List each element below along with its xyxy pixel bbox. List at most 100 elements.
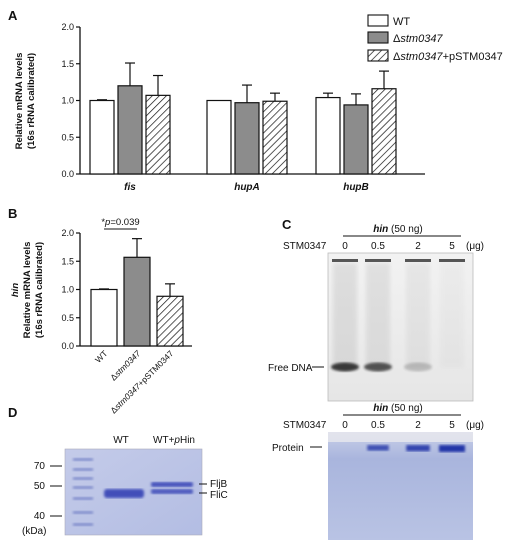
bar [90,288,118,347]
legend-entry: Δstm0347+pSTM0347 [393,51,503,63]
ladder-band [73,468,93,471]
legend-text: WT [393,16,410,28]
x-tick-label: WT [93,348,109,364]
lane-label: 0.5 [371,241,385,252]
y-axis-label-line: (16s rRNA calibrated) [26,53,37,149]
gel-header-italic: hin [373,403,388,414]
ladder-band [73,477,93,480]
lane-label: 0 [342,241,348,252]
legend-text-italic: stm0347 [400,33,443,45]
ladder-band [73,523,93,526]
bar [123,256,151,347]
y-axis-label-line: Relative mRNA levels [14,53,25,150]
flic-band-wthin [151,489,193,494]
protein-band [406,445,430,452]
y-tick-label: 1.0 [61,285,74,295]
free-dna-band [364,362,392,372]
lane-label: 2 [415,241,421,252]
x-tick-label: Δstm0347+pSTM0347 [108,348,175,415]
lane-label: 5 [449,241,455,252]
panel-label-c: C [282,217,292,232]
well [439,259,465,262]
ladder-band [73,458,93,461]
x-tick-label: Δstm0347 [108,348,142,382]
y-axis-label: Relative mRNA levels(16s rRNA calibrated… [14,53,37,150]
bar [262,100,288,175]
bar [343,104,369,175]
gel-header-text: (50 ng) [388,403,422,414]
lane-label: 0.5 [371,420,385,431]
x-tick-text: +pSTM0347 [135,348,175,388]
annotation-text: =0.039 [110,217,139,228]
chart-a: Relative mRNA levels(16s rRNA calibrated… [14,14,503,193]
lane-label: WT+pHin [153,435,195,446]
legend-entry: WT [393,16,410,28]
bar [145,94,171,175]
x-tick-text-italic: stm0347 [112,348,142,378]
marker-label: 50 [34,481,46,492]
marker-label: 40 [34,511,46,522]
y-tick-label: 1.5 [61,59,74,69]
legend-text: +pSTM0347 [443,51,503,63]
unit-label: (μg) [466,241,484,252]
lane-text: WT+ [153,435,175,446]
x-tick-label: hupB [343,182,369,193]
gel-header-italic: hin [373,224,388,235]
chart-b: hinRelative mRNA levels(16s rRNA calibra… [10,217,192,415]
ladder-band [73,497,93,500]
unit-label: (kDa) [22,526,46,537]
annotation-text-italic: p [104,217,110,228]
x-tick-text: Δ [108,371,119,382]
lane-label: 0 [342,420,348,431]
gel-header-text: (50 ng) [388,224,422,235]
y-axis-label: hinRelative mRNA levels(16s rRNA calibra… [10,242,45,339]
y-tick-label: 0.0 [61,169,74,179]
band-label: FljB [210,479,228,490]
legend-entry: Δstm0347 [393,33,443,45]
well [365,259,391,262]
bar [156,295,184,347]
y-tick-label: 1.0 [61,96,74,106]
gel-header: hin (50 ng) [373,403,422,414]
lane-smear [333,263,357,368]
protein-band [439,445,465,452]
panel-label-b: B [8,206,17,221]
legend-text: Δ [393,33,401,45]
row-label: STM0347 [283,420,327,431]
y-tick-label: 0.0 [61,341,74,351]
fljb-band-wthin [151,482,193,487]
lane-text: Hin [180,435,195,446]
legend-swatch [367,49,389,62]
lane-label: 2 [415,420,421,431]
row-label: STM0347 [283,241,327,252]
protein-band [367,445,389,451]
unit-label: (μg) [466,420,484,431]
gel-bottom-top-strip [328,432,473,442]
lane-smear [366,263,390,368]
legend-swatch [367,14,389,27]
y-tick-label: 0.5 [61,132,74,142]
bar [315,96,341,175]
flic-band-wt [104,489,144,498]
panel-c-gels: hin (50 ng) STM0347 0 0.5 2 5 (μg) Free DNA hin … [268,224,484,540]
legend-text: Δ [393,51,401,63]
panel-label-a: A [8,8,18,23]
y-tick-label: 0.5 [61,313,74,323]
y-tick-label: 2.0 [61,228,74,238]
lane-label: 5 [449,420,455,431]
y-tick-label: 2.0 [61,22,74,32]
y-tick-label: 1.5 [61,256,74,266]
bar [117,85,143,175]
annotation-text: * [101,217,105,228]
x-tick-text-italic: stm0347 [112,381,142,411]
panel-label-d: D [8,405,17,420]
lane-label: WT [113,435,129,446]
band-label: Protein [272,443,304,454]
gel-header: hin (50 ng) [373,224,422,235]
free-dna-band [404,362,432,372]
band-label: FliC [210,490,228,501]
bar [89,99,115,175]
significance-annotation: *p=0.039 [101,217,139,228]
